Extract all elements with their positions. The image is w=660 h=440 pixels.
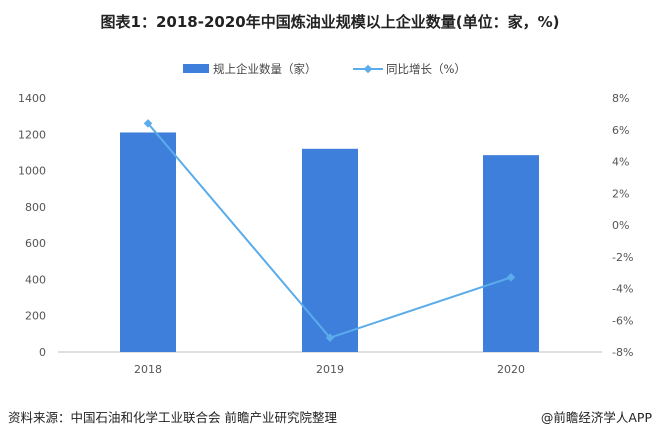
y-left-tick-label: 400 <box>25 273 46 286</box>
y-left-tick-label: 1200 <box>18 128 46 141</box>
source-note: 资料来源：中国石油和化学工业联合会 前瞻产业研究院整理 <box>8 410 337 425</box>
y-left-tick-label: 600 <box>25 237 46 250</box>
y-right-tick-label: 4% <box>612 156 629 169</box>
legend-bar-label: 规上企业数量（家） <box>213 62 317 76</box>
x-tick-label: 2018 <box>134 363 162 376</box>
y-left-tick-label: 1000 <box>18 165 46 178</box>
y-right-tick-label: 6% <box>612 124 629 137</box>
y-right-tick-label: -2% <box>612 251 633 264</box>
bar-2019 <box>302 148 358 352</box>
y-right-tick-label: -4% <box>612 283 633 296</box>
y-left-tick-label: 1400 <box>18 92 46 105</box>
y-left-tick-label: 800 <box>25 201 46 214</box>
y-right-tick-label: -8% <box>612 346 633 359</box>
x-axis-ticks: 2018 2019 2020 <box>134 363 525 376</box>
y-left-tick-label: 200 <box>25 310 46 323</box>
bars <box>120 132 539 352</box>
growth-line <box>143 119 516 342</box>
y-left-tick-label: 0 <box>39 346 46 359</box>
chart-title: 图表1：2018-2020年中国炼油业规模以上企业数量(单位：家，%) <box>101 13 560 31</box>
legend-line-marker <box>363 64 373 74</box>
y-axis-right: -8% -6% -4% -2% 0% 2% 4% 6% 8% <box>612 92 633 359</box>
y-right-tick-label: 0% <box>612 219 629 232</box>
y-right-tick-label: 2% <box>612 187 629 200</box>
y-right-tick-label: -6% <box>612 314 633 327</box>
legend: 规上企业数量（家） 同比增长（%） <box>183 62 466 76</box>
growth-point-2018 <box>143 119 153 128</box>
growth-point-2019 <box>325 333 335 342</box>
growth-point-2020 <box>506 273 516 282</box>
x-tick-label: 2019 <box>316 363 344 376</box>
credit: @前瞻经济学人APP <box>541 410 653 425</box>
legend-line-label: 同比增长（%） <box>386 62 466 76</box>
y-axis-left: 0 200 400 600 800 1000 1200 1400 <box>18 92 46 359</box>
x-tick-label: 2020 <box>497 363 525 376</box>
bar-2018 <box>120 132 176 352</box>
bar-2020 <box>483 155 539 352</box>
y-right-tick-label: 8% <box>612 92 629 105</box>
legend-bar-swatch <box>183 64 209 73</box>
